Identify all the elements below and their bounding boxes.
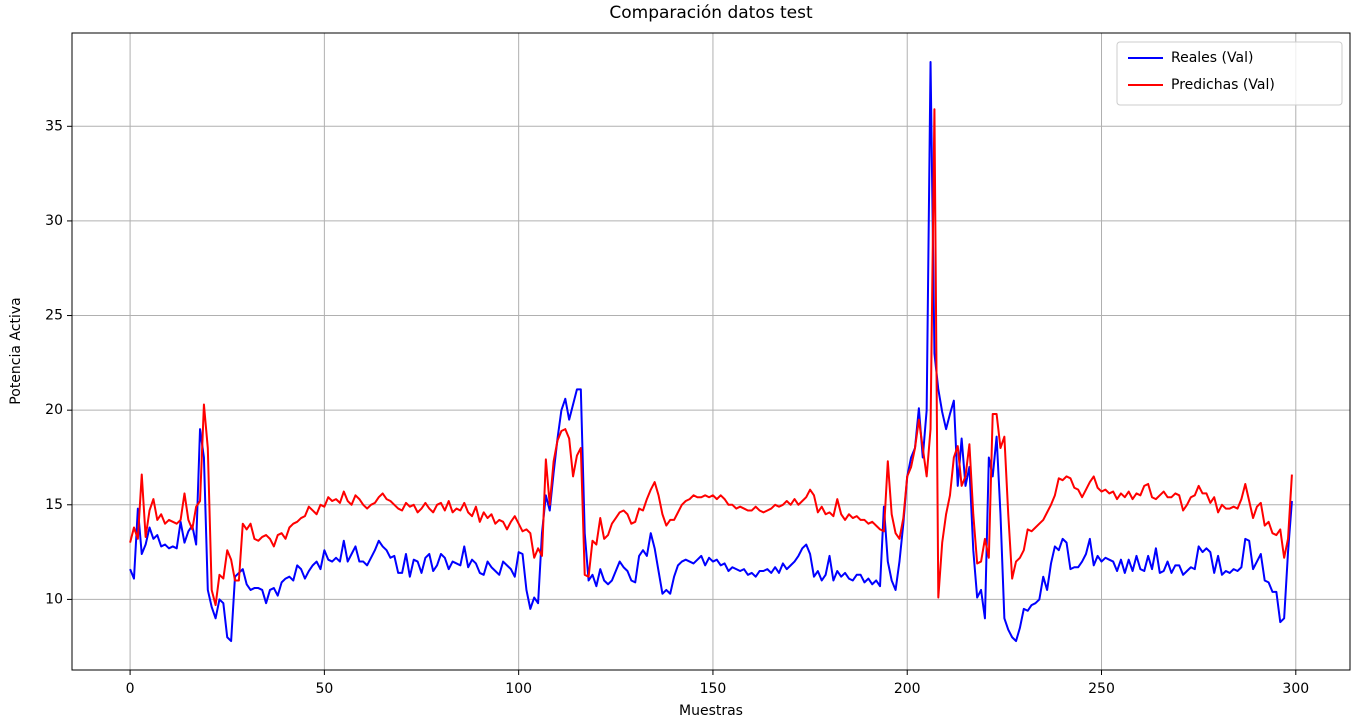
legend: Reales (Val) Predichas (Val) [1116, 41, 1343, 106]
x-tick-label: 200 [894, 681, 921, 697]
chart-title: Comparación datos test [609, 3, 813, 23]
y-tick-label: 30 [45, 213, 63, 229]
legend-box [1116, 41, 1343, 106]
x-tick-label: 0 [126, 681, 135, 697]
plot-frame [71, 32, 1351, 671]
y-tick-label: 10 [45, 591, 63, 607]
legend-label: Reales (Val) [1171, 50, 1253, 66]
x-tick-label: 100 [505, 681, 532, 697]
series-line [129, 60, 1293, 643]
y-tick-label: 20 [45, 402, 63, 418]
y-tick-label: 35 [45, 118, 63, 134]
series-line [129, 108, 1293, 607]
x-axis-label: Muestras [679, 703, 743, 715]
x-tick-label: 150 [700, 681, 727, 697]
y-tick-label: 15 [45, 497, 63, 513]
legend-label: Predichas (Val) [1171, 77, 1275, 93]
y-tick-label: 25 [45, 308, 63, 324]
y-axis-label: Potencia Activa [8, 297, 24, 404]
x-tick-label: 50 [315, 681, 333, 697]
x-tick-label: 300 [1282, 681, 1309, 697]
x-tick-label: 250 [1088, 681, 1115, 697]
